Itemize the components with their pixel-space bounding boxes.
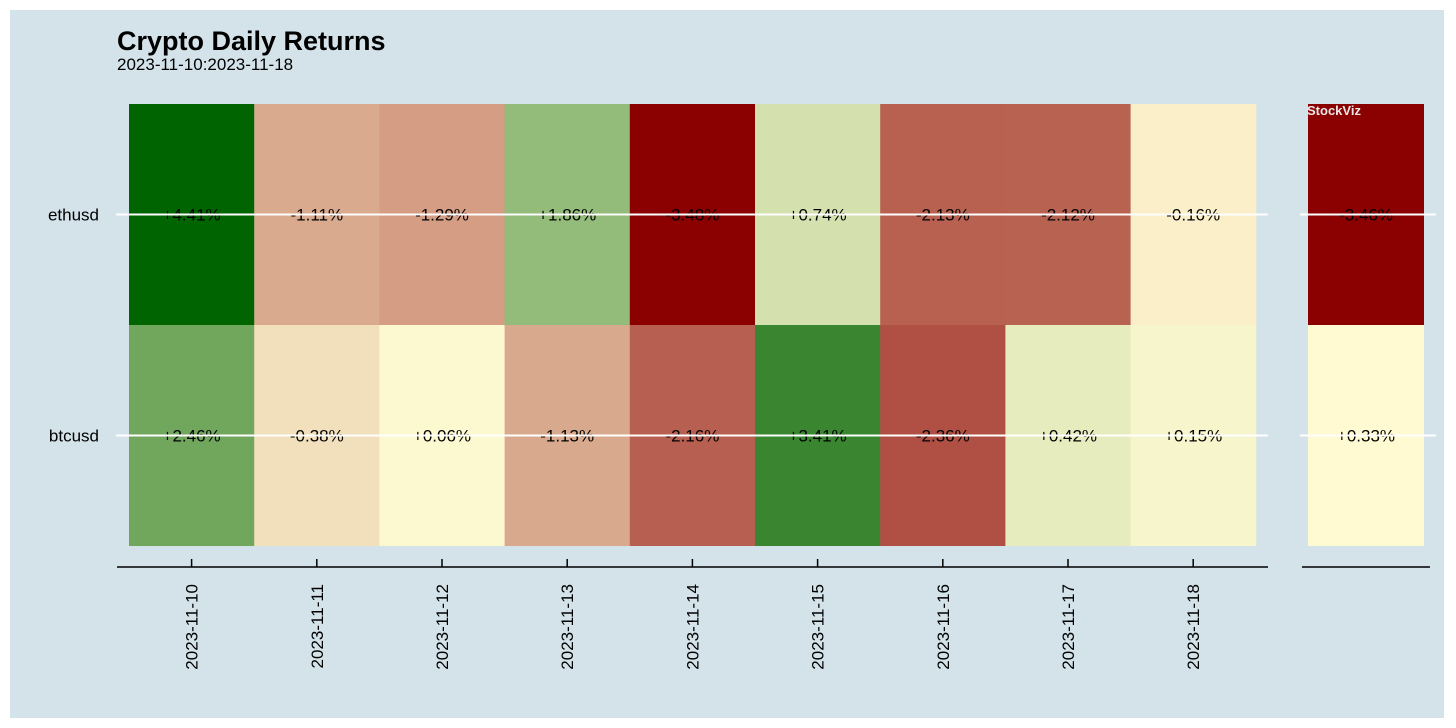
x-tick-label: 2023-11-14 (683, 584, 702, 670)
x-tick-label: 2023-11-17 (1059, 584, 1078, 670)
x-tick-label: 2023-11-18 (1184, 584, 1203, 670)
x-tick-label: 2023-11-10 (183, 584, 202, 670)
axes: ethusd btcusd 2023-11-10 2023-11-11 2023-11-… (48, 206, 1436, 670)
x-tick-label: 2023-11-11 (308, 584, 327, 668)
chart-subtitle: 2023-11-10:2023-11-18 (117, 55, 294, 74)
x-tick-label: 2023-11-12 (433, 584, 452, 670)
x-tick-label: 2023-11-13 (558, 584, 577, 670)
chart-title: Crypto Daily Returns (117, 26, 386, 56)
y-tick-label: ethusd (48, 206, 99, 225)
y-tick-label: btcusd (49, 427, 99, 446)
x-tick-label: 2023-11-16 (934, 584, 953, 670)
main-heatmap: +4.41% -1.11% -1.29% +1.86% -3.48% +0.74% -2.1… (129, 104, 1257, 546)
x-tick-label: 2023-11-15 (809, 584, 828, 670)
watermark: StockViz (1307, 103, 1361, 118)
summary-column: -3.46%+0.33% (1308, 104, 1424, 546)
